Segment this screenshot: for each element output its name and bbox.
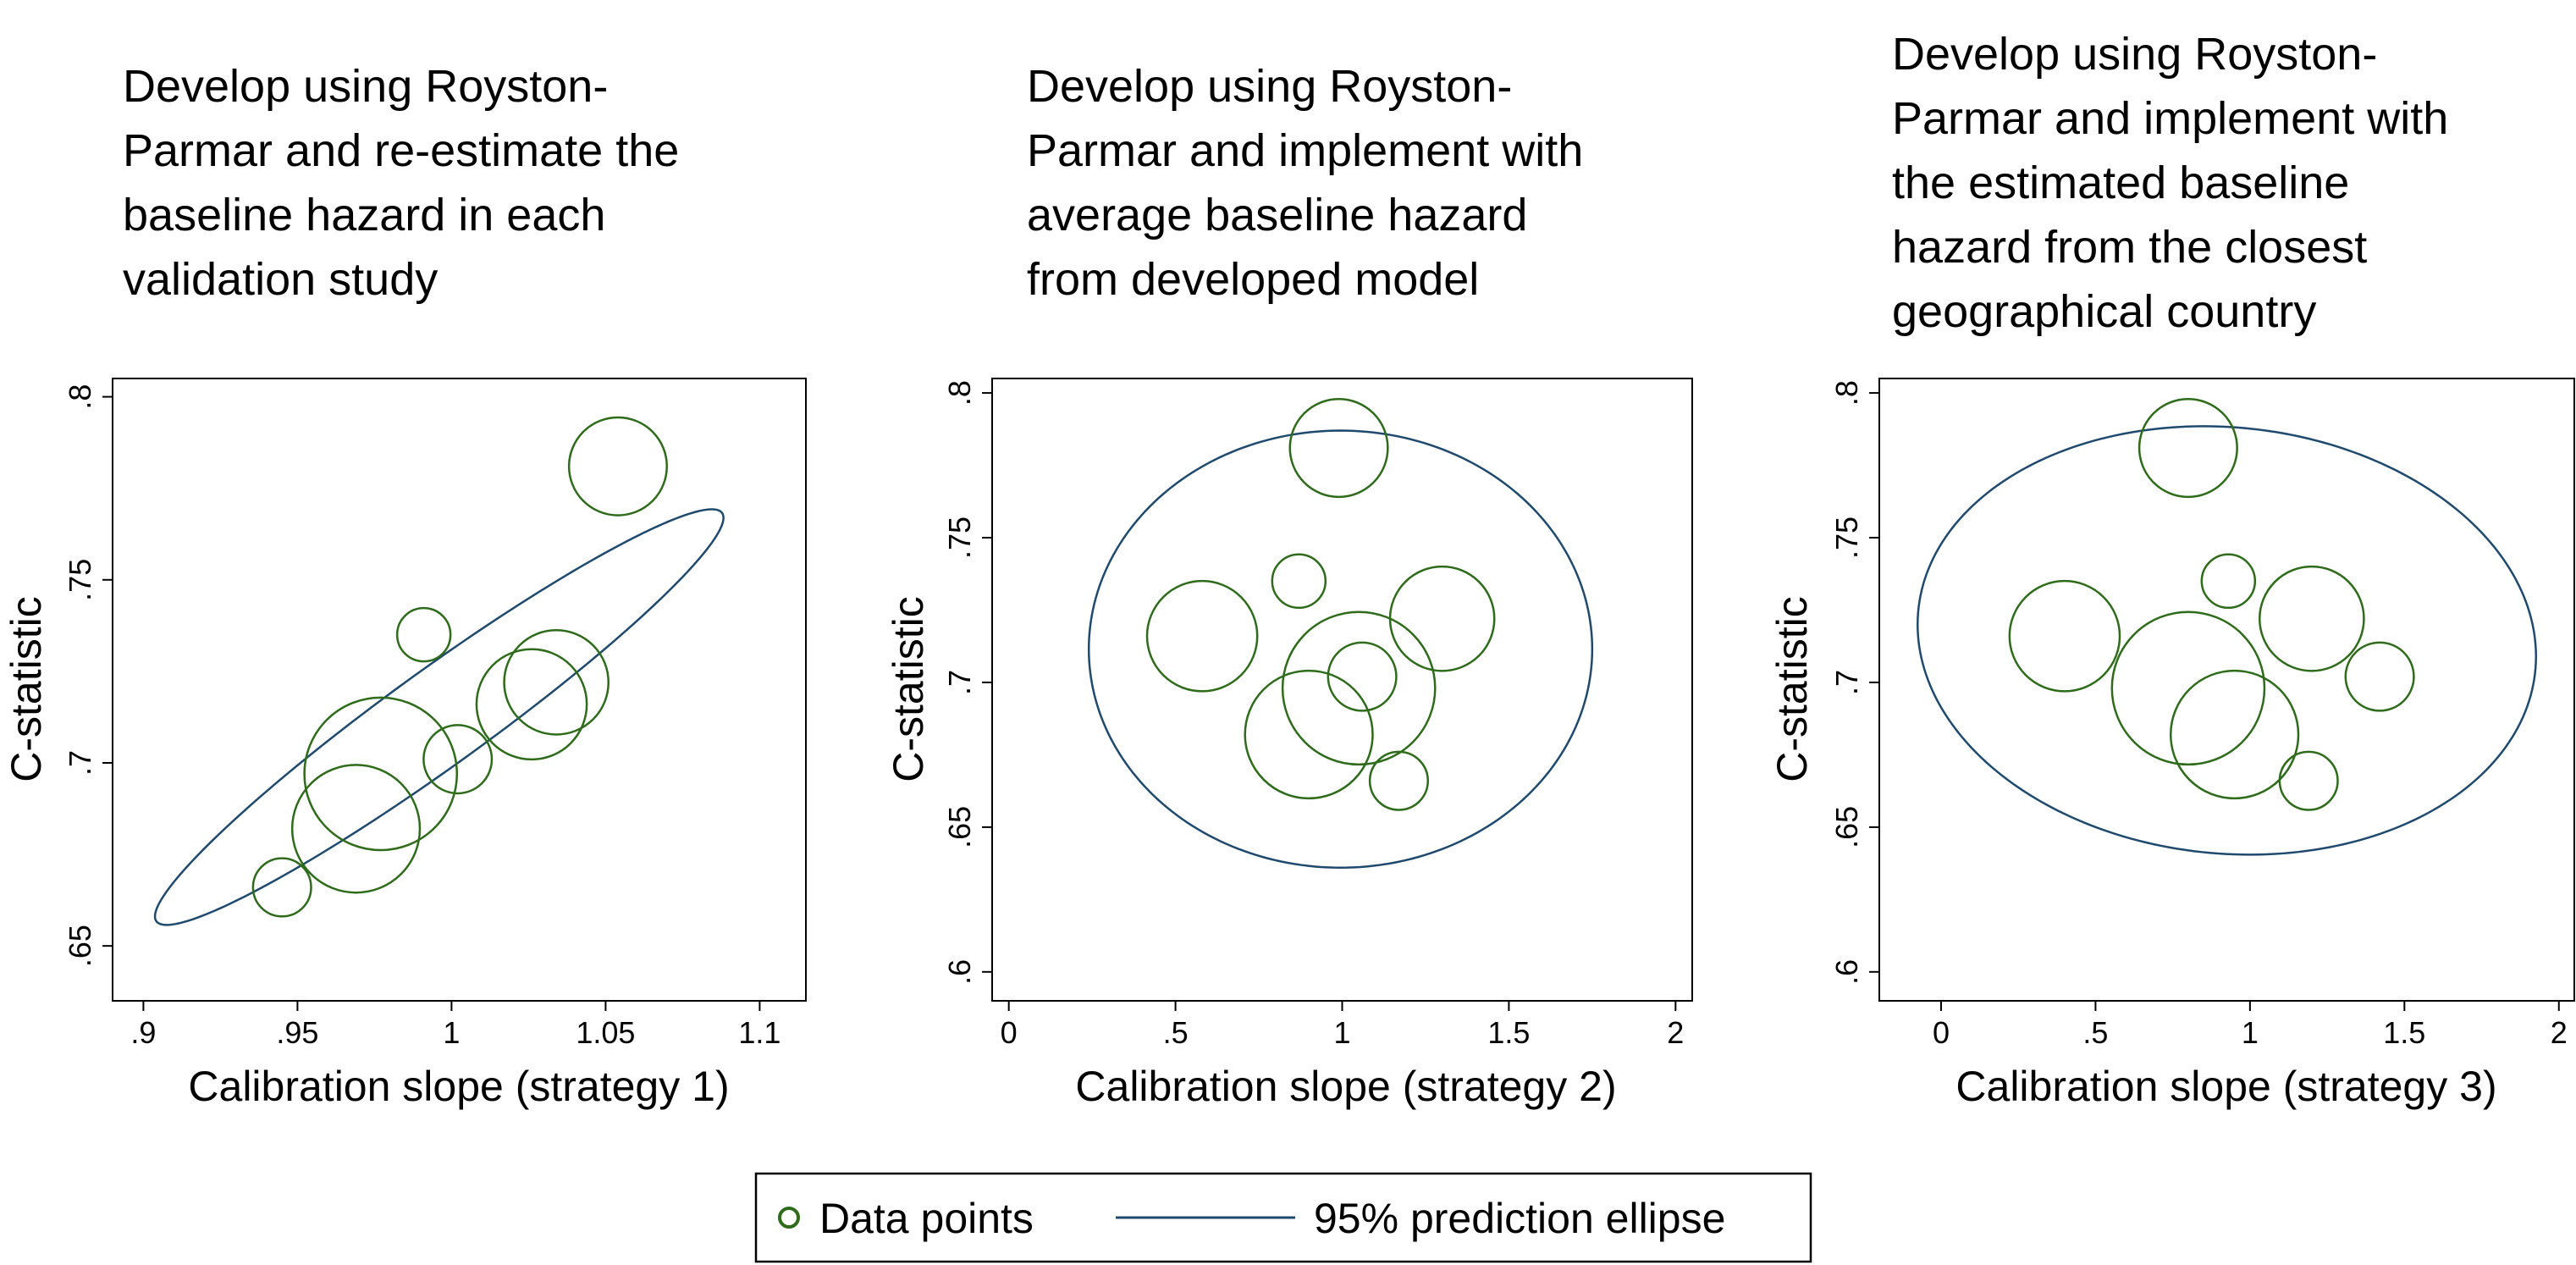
panel-3-title-line-3: the estimated baseline [1892, 157, 2349, 208]
panel-3-y-ticks: .6 .65 .7 .75 .8 [1829, 380, 1879, 985]
legend-data-points-label: Data points [819, 1195, 1034, 1242]
panel-3-title-line-5: geographical country [1892, 286, 2316, 337]
panel-1-y-tick-label: .75 [63, 559, 97, 601]
panel-3-x-axis-title: Calibration slope (strategy 3) [1955, 1063, 2496, 1110]
panel-1-title: Develop using Royston- Parmar and re-est… [123, 61, 679, 305]
panel-2-data-point [1327, 641, 1398, 712]
panel-3-title: Develop using Royston- Parmar and implem… [1892, 29, 2448, 337]
panel-1-title-line-2: Parmar and re-estimate the [123, 125, 679, 176]
panel-1-y-tick-label: .65 [63, 925, 97, 967]
panel-2-title-line-2: Parmar and implement with [1027, 125, 1583, 176]
panel-2-data-point [1271, 553, 1327, 610]
legend: Data points 95% prediction ellipse [754, 1172, 1812, 1263]
panel-1-data-point [290, 764, 422, 894]
panel-2-x-tick-label: .5 [1163, 1015, 1189, 1050]
panel-2-y-ticks: .6 .65 .7 .75 .8 [942, 380, 992, 985]
panel-3-title-line-2: Parmar and implement with [1892, 93, 2448, 144]
panel-2-title-line-4: from developed model [1027, 254, 1479, 305]
panel-3-data-point [2169, 669, 2300, 800]
panel-1-title-line-1: Develop using Royston- [123, 61, 608, 112]
panel-2-x-tick-label: 0 [1001, 1015, 1018, 1050]
panel-2-x-tick-label: 1 [1333, 1015, 1350, 1050]
panel-1-data-point [303, 696, 459, 852]
panel-1-y-tick-label: .8 [63, 384, 97, 410]
panel-2-x-tick-label: 2 [1667, 1015, 1684, 1050]
panel-1-data-point [567, 416, 669, 516]
panel-2-x-tick-label: 1.5 [1487, 1015, 1530, 1050]
panel-3-x-tick-label: 2 [2551, 1015, 2568, 1050]
panel-3-y-tick-label: .75 [1829, 516, 1864, 559]
panel-1-y-ticks: .65 .7 .75 .8 [63, 384, 113, 967]
panel-1-plot-content [153, 416, 725, 926]
panel-1-x-tick-label: 1.1 [738, 1015, 781, 1050]
panel-1-title-line-4: validation study [123, 254, 438, 305]
panel-3-plot-content [1917, 397, 2537, 856]
panel-1-title-line-3: baseline hazard in each [123, 190, 605, 240]
panel-2-x-ticks: 0 .5 1 1.5 2 [1001, 1001, 1684, 1050]
panel-3-x-tick-label: 1 [2242, 1015, 2259, 1050]
panel-1-x-ticks: .9 .95 1 1.05 1.1 [130, 1001, 781, 1050]
panel-3-x-tick-label: .5 [2082, 1015, 2108, 1050]
panel-1-x-axis-title: Calibration slope (strategy 1) [188, 1063, 729, 1110]
panel-3-y-tick-label: .65 [1829, 806, 1864, 848]
panel-2-y-tick-label: .6 [942, 959, 977, 985]
panel-1-x-tick-label: 1.05 [576, 1015, 635, 1050]
panel-1: Develop using Royston- Parmar and re-est… [3, 61, 807, 1110]
panel-2-data-point [1145, 579, 1259, 693]
panel-3-x-ticks: 0 .5 1 1.5 2 [1933, 1001, 2568, 1050]
panel-3-prediction-ellipse [1917, 425, 2537, 856]
panel-2-y-tick-label: .7 [942, 670, 977, 695]
panel-3-y-axis-title: C-statistic [1768, 596, 1816, 782]
panel-2-data-point [1281, 610, 1437, 766]
panel-2-plot-content [1087, 397, 1594, 869]
panel-2-data-point [1368, 750, 1429, 811]
panel-2-prediction-ellipse [1087, 429, 1594, 869]
panel-1-y-tick-label: .7 [63, 750, 97, 776]
panel-1-plot-area [112, 378, 807, 1002]
panel-3-title-line-4: hazard from the closest [1892, 222, 2367, 273]
panel-3-data-point [2200, 553, 2257, 610]
panel-1-data-point [395, 606, 452, 663]
panel-3-y-tick-label: .7 [1829, 670, 1864, 695]
panel-3-y-tick-label: .8 [1829, 380, 1864, 406]
panel-2-x-axis-title: Calibration slope (strategy 2) [1075, 1063, 1616, 1110]
panel-3: Develop using Royston- Parmar and implem… [1768, 29, 2575, 1110]
panel-2-data-point [1288, 397, 1389, 499]
panel-1-y-axis-title: C-statistic [3, 596, 50, 782]
panel-2-title-line-1: Develop using Royston- [1027, 61, 1512, 112]
panel-2-y-tick-label: .8 [942, 380, 977, 406]
panel-3-data-point [2008, 579, 2121, 693]
panel-2-data-point [1244, 669, 1374, 800]
panel-3-x-tick-label: 0 [1933, 1015, 1950, 1050]
panel-1-x-tick-label: 1 [443, 1015, 460, 1050]
panel-2-title-line-3: average baseline hazard [1027, 190, 1527, 240]
panel-2-y-axis-title: C-statistic [885, 596, 932, 782]
legend-data-points-marker [778, 1207, 800, 1229]
panel-3-x-tick-label: 1.5 [2383, 1015, 2425, 1050]
panel-2-title: Develop using Royston- Parmar and implem… [1027, 61, 1583, 305]
panel-3-data-point [2110, 610, 2266, 766]
panel-3-y-tick-label: .6 [1829, 959, 1864, 985]
panel-1-prediction-ellipse [153, 508, 725, 926]
legend-ellipse-label: 95% prediction ellipse [1314, 1195, 1725, 1242]
panel-3-data-point [2258, 565, 2365, 672]
panel-3-plot-area [1878, 378, 2575, 1002]
panel-1-data-point [422, 724, 494, 795]
panel-1-x-tick-label: .9 [130, 1015, 156, 1050]
panel-2-plot-area [991, 378, 1693, 1002]
panel-3-title-line-1: Develop using Royston- [1892, 29, 2377, 80]
panel-2-y-tick-label: .65 [942, 806, 977, 848]
panel-2: Develop using Royston- Parmar and implem… [885, 61, 1693, 1110]
panel-2-y-tick-label: .75 [942, 516, 977, 559]
panel-1-data-point [503, 629, 610, 736]
panel-3-data-point [2344, 641, 2415, 712]
panel-3-data-point [2278, 750, 2339, 811]
panel-1-x-tick-label: .95 [276, 1015, 318, 1050]
panel-3-data-point [2137, 397, 2238, 499]
panel-1-data-point [251, 857, 312, 918]
panel-1-data-point [475, 648, 588, 761]
